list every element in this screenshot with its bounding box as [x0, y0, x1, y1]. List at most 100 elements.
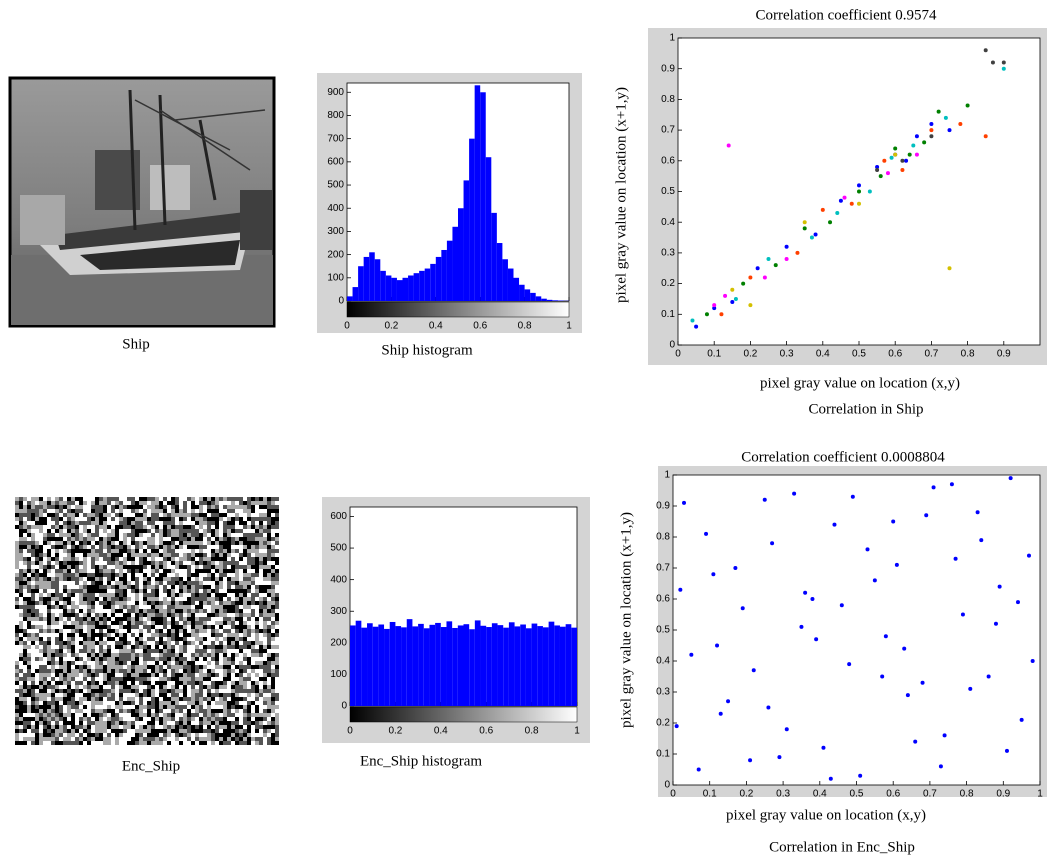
x-tick-label: 0.8	[961, 349, 975, 360]
histogram-bar	[542, 627, 549, 706]
scatter-point	[893, 152, 898, 157]
histogram-bar	[531, 623, 538, 706]
y-tick-label: 600	[330, 511, 347, 522]
histogram-bar	[363, 256, 370, 301]
x-tick-label: 0.4	[434, 726, 448, 737]
x-tick-label: 0.2	[739, 789, 753, 800]
scatter-point	[694, 324, 699, 329]
chart-caption: Correlation in Enc_Ship	[769, 839, 915, 855]
x-tick-label: 1	[566, 321, 572, 332]
histogram-bar	[469, 629, 475, 706]
histogram-bar	[423, 628, 430, 706]
scatter-point	[958, 121, 963, 126]
scatter-point	[762, 275, 767, 280]
chart-title: Correlation coefficient 0.9574	[756, 7, 937, 23]
histogram-bar	[552, 300, 558, 301]
scatter-point	[850, 494, 855, 499]
y-tick-label: 200	[327, 249, 344, 260]
x-tick-label: 0.4	[429, 321, 443, 332]
histogram-bar	[389, 621, 396, 706]
y-tick-label: 0.1	[661, 309, 675, 320]
y-tick-label: 0.3	[661, 248, 675, 259]
x-tick-label: 0.5	[850, 789, 864, 800]
histogram-bar	[508, 622, 515, 706]
histogram-bar	[502, 259, 508, 301]
x-tick-label: 0	[344, 321, 350, 332]
histogram-bar	[491, 212, 497, 301]
scatter-point	[712, 303, 717, 308]
scatter-point	[770, 541, 775, 546]
scatter-point	[900, 158, 905, 163]
scatter-point	[809, 235, 814, 240]
image-caption: Ship	[122, 336, 150, 352]
scatter-point	[799, 624, 804, 629]
scatter-point	[900, 168, 905, 173]
y-tick-label: 100	[330, 669, 347, 680]
y-tick-label: 800	[327, 110, 344, 121]
y-axis-label: pixel gray value on location (x+1,y)	[618, 512, 634, 728]
histogram-bar	[406, 619, 413, 706]
y-tick-label: 0.7	[661, 125, 675, 136]
scatter-point	[719, 312, 724, 317]
histogram-bar	[548, 621, 555, 706]
histogram-bar	[535, 296, 542, 301]
scatter-point	[880, 674, 885, 679]
x-tick-label: 0.8	[518, 321, 532, 332]
x-tick-label: 0.1	[703, 789, 717, 800]
scatter-point	[828, 776, 833, 781]
histogram-bar	[378, 624, 385, 706]
x-tick-label: 0.8	[960, 789, 974, 800]
scatter-point	[857, 189, 861, 194]
ship-image	[8, 76, 276, 328]
y-tick-label: 100	[327, 272, 344, 283]
scatter-point	[832, 522, 837, 527]
scatter-point	[857, 183, 861, 188]
histogram-bar	[440, 627, 447, 706]
scatter-point	[882, 158, 887, 163]
scatter-point	[947, 128, 952, 133]
scatter-point	[1001, 66, 1006, 71]
histogram-bar	[391, 277, 397, 301]
scatter-point	[839, 603, 844, 608]
histogram-bar	[485, 157, 492, 301]
scatter-point	[1030, 659, 1035, 663]
x-tick-label: 0.2	[743, 349, 757, 360]
scatter-point	[690, 318, 695, 323]
scatter-point	[803, 590, 808, 595]
y-tick-label: 1	[669, 33, 675, 44]
y-tick-label: 0	[341, 701, 347, 712]
scatter-point	[894, 562, 899, 567]
x-tick-label: 0.7	[923, 789, 937, 800]
scatter-point	[993, 621, 998, 626]
scatter-point	[835, 210, 840, 215]
scatter-point	[715, 643, 720, 648]
scatter-point	[682, 500, 687, 505]
histogram-bar	[491, 623, 498, 706]
y-tick-label: 0	[338, 296, 344, 307]
y-tick-label: 1	[664, 470, 670, 481]
scatter-point	[883, 634, 888, 639]
histogram-bar	[507, 268, 514, 301]
histogram-bar	[565, 624, 572, 706]
y-tick-label: 0.4	[656, 656, 670, 667]
histogram-bar	[358, 266, 364, 301]
scatter-point	[997, 584, 1002, 589]
scatter-point	[718, 711, 723, 716]
image-caption: Enc_Ship	[122, 758, 180, 774]
histogram-bar	[463, 624, 470, 706]
x-tick-label: 1	[574, 726, 580, 737]
histogram-bar	[361, 627, 368, 706]
histogram-bar	[452, 226, 458, 301]
x-tick-label: 0	[670, 789, 676, 800]
y-tick-label: 0.5	[656, 625, 670, 636]
x-tick-label: 0.7	[924, 349, 938, 360]
x-tick-label: 0.1	[707, 349, 721, 360]
histogram-bar	[452, 627, 458, 706]
y-tick-label: 400	[330, 574, 347, 585]
x-tick-label: 0.9	[996, 789, 1010, 800]
scatter-point	[938, 764, 943, 769]
y-tick-label: 0	[669, 340, 675, 351]
y-tick-label: 0.1	[656, 749, 670, 760]
y-tick-label: 0.5	[661, 186, 675, 197]
histogram-bar	[480, 625, 487, 706]
